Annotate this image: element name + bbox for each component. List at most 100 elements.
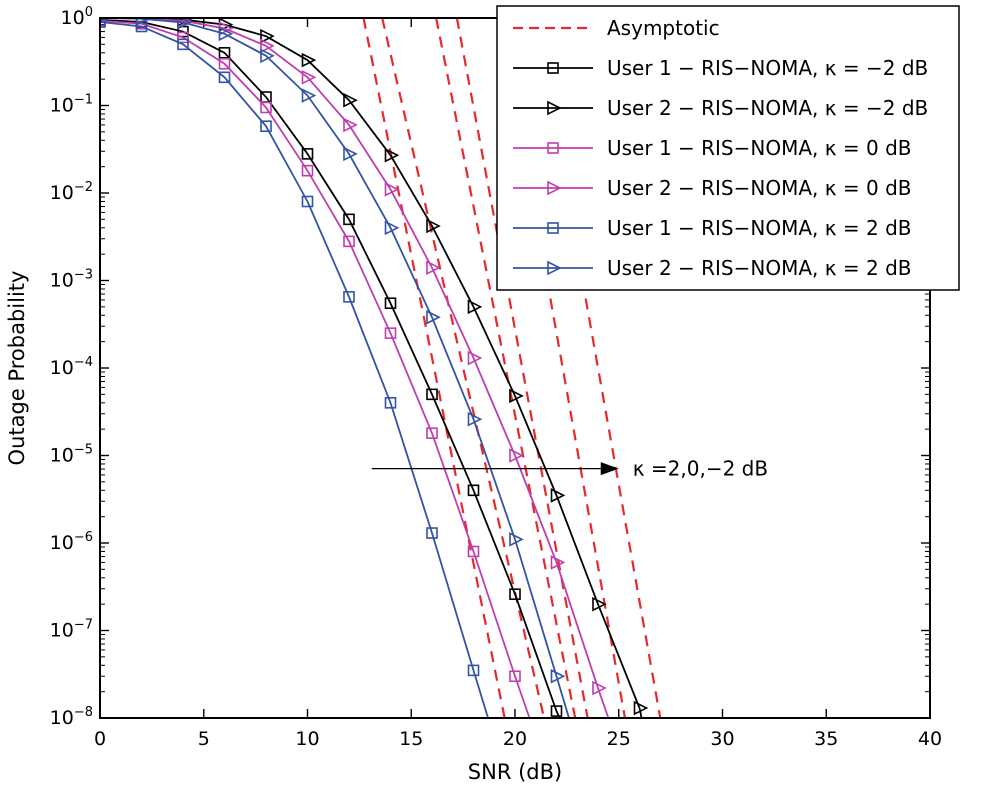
triangle-marker [301, 52, 317, 68]
triangle-marker [547, 260, 562, 276]
annotation-arrowhead [600, 462, 619, 476]
square-marker [301, 148, 314, 160]
y-tick-label: 10−2 [50, 180, 93, 204]
square-marker [384, 327, 397, 339]
triangle-marker [384, 182, 400, 197]
x-tick-label: 20 [503, 728, 527, 750]
triangle-marker [301, 70, 317, 85]
legend-label: User 2 − RIS−NOMA, κ = 2 dB [607, 256, 912, 280]
square-marker [509, 670, 521, 683]
x-axis-label: SNR (dB) [468, 760, 562, 784]
legend-marker [547, 260, 562, 276]
square-marker [343, 291, 355, 303]
square-marker [467, 664, 480, 677]
legend-label: User 1 − RIS−NOMA, κ = 2 dB [607, 216, 912, 240]
asymptote-line [455, 18, 589, 718]
square-marker [547, 222, 559, 234]
square-marker [343, 235, 355, 248]
triangle-marker [301, 88, 317, 103]
triangle-marker [218, 26, 234, 42]
legend-label: User 2 − RIS−NOMA, κ = 0 dB [607, 176, 912, 200]
y-tick-label: 10−5 [50, 443, 93, 467]
square-marker [260, 101, 272, 114]
legend-label: User 1 − RIS−NOMA, κ = 0 dB [607, 136, 912, 160]
triangle-marker [550, 555, 566, 570]
square-marker [467, 545, 480, 558]
legend-label: Asymptotic [607, 16, 720, 40]
triangle-marker [426, 309, 441, 325]
square-marker [100, 18, 106, 28]
square-marker [547, 142, 559, 154]
square-marker [218, 47, 231, 59]
square-marker [384, 297, 397, 310]
x-tick-label: 35 [814, 728, 838, 750]
triangle-marker [426, 260, 441, 276]
legend-label: User 2 − RIS−NOMA, κ = −2 dB [607, 96, 928, 120]
series-line [100, 21, 489, 718]
triangle-marker [384, 147, 400, 163]
annotation-kappa: κ =2,0,−2 dB [371, 457, 768, 481]
triangle-marker [467, 350, 483, 366]
triangle-marker [509, 448, 524, 463]
square-marker [301, 164, 314, 177]
square-marker [177, 38, 189, 51]
legend-marker [547, 100, 562, 116]
y-tick-label: 10−6 [50, 530, 93, 554]
triangle-marker [592, 680, 607, 696]
series-line [100, 18, 643, 718]
square-marker [218, 57, 231, 70]
y-axis-label: Outage Probability [5, 271, 29, 466]
series-line [100, 18, 570, 718]
triangle-marker [343, 146, 358, 162]
x-tick-label: 10 [295, 728, 319, 750]
x-tick-label: 25 [607, 728, 631, 750]
triangle-marker [547, 100, 562, 116]
x-tick-label: 0 [94, 728, 106, 750]
triangle-marker [260, 38, 275, 54]
series-6 [100, 18, 570, 718]
square-marker [550, 705, 563, 717]
triangle-marker [467, 411, 483, 427]
triangle-marker [384, 220, 400, 236]
square-marker [218, 71, 231, 84]
square-marker [426, 527, 438, 539]
legend-marker [547, 222, 559, 234]
legend-marker [547, 62, 559, 74]
triangle-marker [343, 92, 358, 108]
x-tick-label: 40 [918, 728, 942, 750]
legend-marker [547, 142, 559, 154]
x-tick-label: 30 [710, 728, 734, 750]
y-tick-label: 10−8 [50, 705, 93, 729]
square-marker [177, 31, 189, 44]
y-tick-label: 100 [61, 5, 93, 29]
square-marker [426, 427, 438, 439]
series-line [100, 19, 561, 718]
triangle-marker [550, 668, 566, 684]
tick-labels: 0 5 10 15 20 25 30 35 40 100 10−1 10−2 10−3 10−4 10−5 1… [50, 5, 942, 750]
triangle-marker [550, 488, 566, 503]
square-marker [426, 388, 438, 401]
legend-marker [547, 180, 562, 196]
series-line [100, 19, 531, 718]
triangle-marker [260, 28, 275, 44]
legend: Asymptotic User 1 − RIS−NOMA, κ = −2 dB Us… [496, 5, 960, 291]
triangle-marker [509, 532, 524, 547]
y-tick-label: 10−1 [50, 93, 93, 117]
x-tick-label: 15 [399, 728, 423, 750]
square-marker [509, 588, 521, 600]
square-marker [260, 120, 272, 133]
triangle-marker [592, 596, 607, 612]
y-tick-label: 10−4 [50, 355, 93, 379]
x-tick-label: 5 [198, 728, 210, 750]
square-marker [547, 62, 559, 74]
y-tick-label: 10−3 [50, 268, 93, 292]
asymptote-line [435, 18, 577, 718]
square-marker [301, 195, 314, 208]
triangle-marker [426, 218, 441, 234]
triangle-marker [177, 18, 192, 30]
triangle-marker [633, 700, 649, 716]
triangle-marker [343, 117, 358, 133]
asymptote-line [362, 18, 506, 718]
